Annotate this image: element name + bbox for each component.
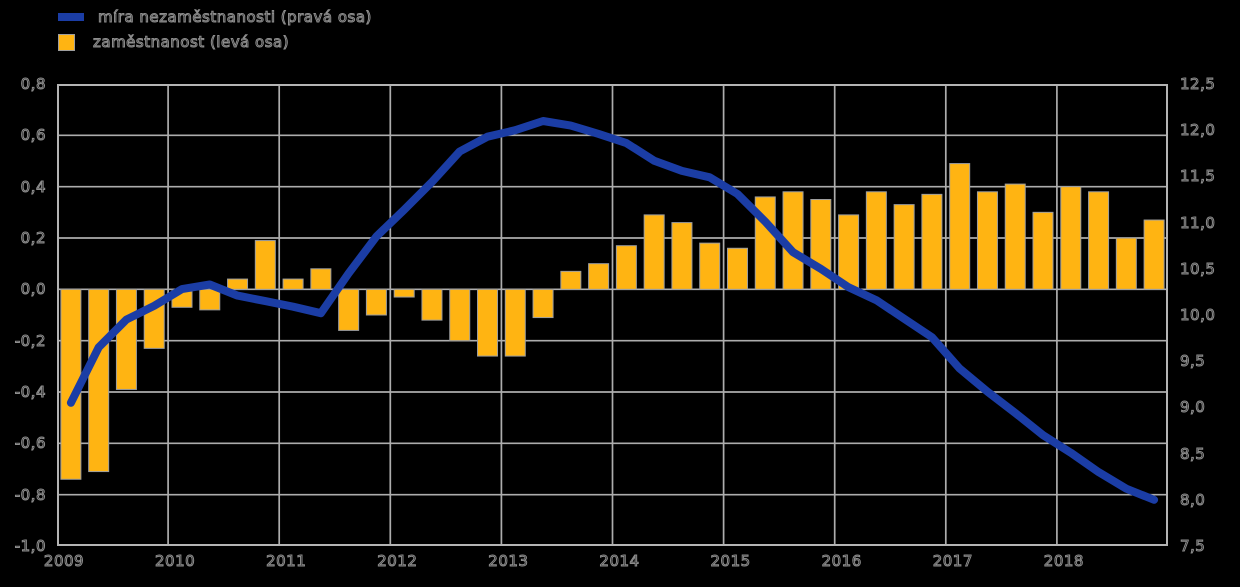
left-axis-tick--0,8: -0,8 (14, 485, 46, 504)
bar-2014 Q4 (699, 242, 721, 290)
right-axis-tick-9,0: 9,0 (1180, 398, 1206, 417)
bar-2016 Q3 (893, 204, 915, 290)
right-axis-tick-8,0: 8,0 (1180, 490, 1206, 509)
right-axis-tick-11,0: 11,0 (1180, 213, 1216, 232)
plot-frame (57, 84, 1168, 546)
x-axis-tick-2012: 2012 (377, 552, 418, 571)
x-axis-tick-2016: 2016 (821, 552, 862, 571)
x-axis-tick-2018: 2018 (1043, 552, 1084, 571)
bar-2012 Q3 (449, 288, 471, 342)
bar-2013 Q2 (532, 288, 554, 319)
legend-line-swatch (58, 13, 84, 21)
left-axis-tick-0,4: 0,4 (20, 177, 46, 196)
left-axis-tick--1,0: -1,0 (14, 537, 46, 556)
x-axis-tick-2015: 2015 (710, 552, 751, 571)
right-axis-tick-10,5: 10,5 (1180, 259, 1216, 278)
bar-2010 Q3 (227, 278, 249, 290)
x-axis-tick-2013: 2013 (488, 552, 529, 571)
bar-2011 Q1 (282, 278, 304, 290)
right-axis-tick-11,5: 11,5 (1180, 167, 1216, 186)
employment-bars (60, 163, 1165, 480)
left-axis-tick-0,2: 0,2 (20, 229, 46, 248)
x-axis-tick-2009: 2009 (43, 552, 85, 571)
bar-2018 Q1 (1060, 186, 1082, 290)
bar-2018 Q3 (1115, 237, 1137, 290)
bar-2015 Q1 (726, 247, 748, 290)
right-axis-tick-7,5: 7,5 (1180, 537, 1206, 556)
bar-2014 Q1 (615, 245, 637, 290)
left-axis-tick--0,4: -0,4 (14, 383, 46, 402)
bar-2011 Q4 (365, 288, 387, 316)
gridlines (57, 84, 1168, 546)
bar-2014 Q3 (671, 222, 693, 290)
left-axis-tick--0,2: -0,2 (14, 331, 46, 350)
bar-2012 Q4 (477, 288, 499, 357)
right-axis-tick-12,5: 12,5 (1180, 75, 1216, 94)
right-axis-tick-9,5: 9,5 (1180, 352, 1206, 371)
right-axis-tick-8,5: 8,5 (1180, 444, 1206, 463)
x-axis-tick-2011: 2011 (266, 552, 307, 571)
bar-2013 Q1 (504, 288, 526, 357)
x-axis-tick-2014: 2014 (599, 552, 640, 571)
right-axis-tick-10,0: 10,0 (1180, 306, 1216, 325)
unemployment-rate-polyline (66, 117, 1159, 504)
bar-2012 Q1 (393, 288, 415, 298)
left-axis-tick-0,8: 0,8 (20, 75, 46, 94)
bar-2010 Q4 (254, 240, 276, 290)
x-axis-tick-2010: 2010 (155, 552, 196, 571)
bar-2009 Q2 (88, 288, 110, 473)
left-axis-tick-0,6: 0,6 (20, 126, 46, 145)
bar-2018 Q2 (1088, 191, 1110, 290)
bar-2016 Q2 (865, 191, 887, 290)
bar-2016 Q4 (921, 193, 943, 290)
bar-2017 Q2 (976, 191, 998, 290)
legend-item-unemployment-rate: míra nezaměstnanosti (pravá osa) (58, 6, 372, 28)
bar-2017 Q4 (1032, 211, 1054, 290)
legend-item-employment: zaměstnanost (levá osa) (58, 31, 289, 53)
x-axis-tick-2017: 2017 (932, 552, 973, 571)
left-axis-tick--0,6: -0,6 (14, 434, 46, 453)
bar-2017 Q1 (949, 163, 971, 290)
bar-2014 Q2 (643, 214, 665, 290)
unemployment-line (66, 117, 1159, 504)
bar-2018 Q4 (1143, 219, 1165, 290)
bar-2013 Q3 (560, 270, 582, 290)
bar-2017 Q3 (1004, 183, 1026, 290)
legend-bar-swatch (58, 33, 75, 51)
left-axis-tick-0,0: 0,0 (20, 280, 46, 299)
bar-2010 Q2 (199, 288, 221, 311)
legend-label-employment: zaměstnanost (levá osa) (92, 33, 290, 52)
bar-2009 Q3 (115, 288, 137, 390)
bar-2011 Q2 (310, 268, 332, 290)
bar-2012 Q2 (421, 288, 443, 321)
bar-2013 Q4 (588, 263, 610, 290)
bar-2011 Q3 (338, 288, 360, 331)
plot-area (57, 84, 1168, 546)
legend-label-unemployment-rate: míra nezaměstnanosti (pravá osa) (98, 8, 372, 27)
right-axis-tick-12,0: 12,0 (1180, 121, 1216, 140)
